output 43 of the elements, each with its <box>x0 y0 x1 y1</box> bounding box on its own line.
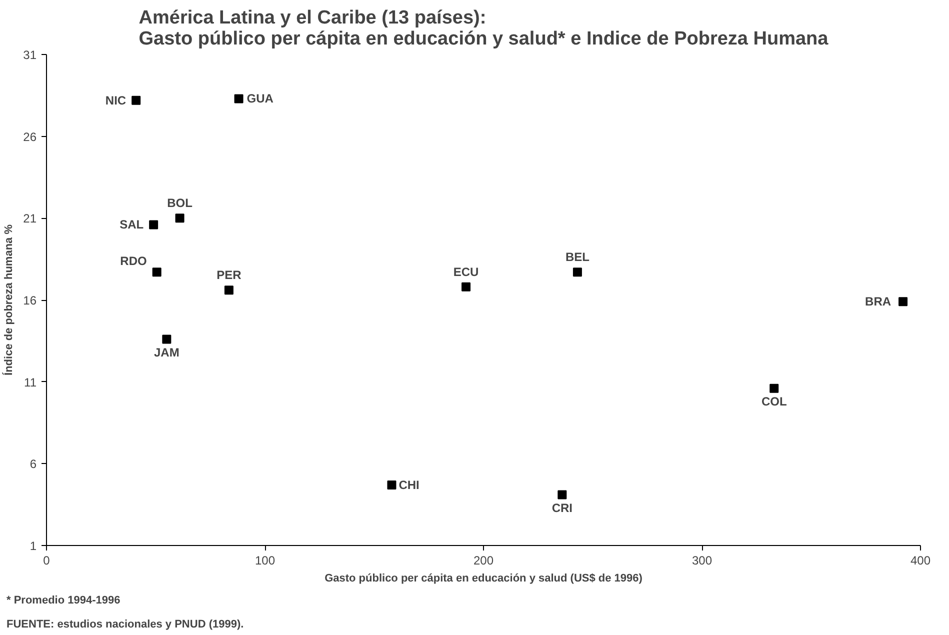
y-tick-label: 16 <box>23 294 37 308</box>
x-axis-title: Gasto público per cápita en educación y salud (US$ de 1996) <box>324 572 643 584</box>
annotation: BOL <box>167 196 192 210</box>
point <box>462 282 471 292</box>
point <box>149 220 158 230</box>
annotation: BEL <box>565 250 590 264</box>
point <box>152 268 162 277</box>
annotation: CHI <box>398 478 420 492</box>
annotation: BRA <box>865 294 892 309</box>
point <box>132 96 141 105</box>
y-tick-label: 31 <box>23 48 37 62</box>
x-tick-label: 100 <box>254 554 276 568</box>
annotation: SAL <box>120 218 144 232</box>
annotation: NIC <box>105 93 126 108</box>
point <box>162 334 172 344</box>
y-axis-title: Índice de pobreza humana % <box>2 224 16 376</box>
point <box>770 384 779 393</box>
point <box>387 480 396 490</box>
y-tick-label: 6 <box>30 457 37 472</box>
chart-title: América Latina y el Caribe (13 países): Gasto público per cápita en educación y salud* e Indice de Pobreza Humana <box>138 8 829 50</box>
text: * Promedio 1994-1996 <box>6 594 120 606</box>
point <box>558 490 567 500</box>
x-tick-label: 400 <box>910 554 931 568</box>
y-tick-label: 26 <box>23 130 37 144</box>
point <box>175 214 184 223</box>
y-tick-label: 21 <box>23 212 37 226</box>
y-tick-label: 11 <box>24 375 37 390</box>
annotation: ECU <box>453 264 479 279</box>
point <box>898 297 908 306</box>
annotation: JAM <box>154 345 180 360</box>
x-tick-label: 300 <box>692 554 712 568</box>
annotation: GUA <box>246 92 274 106</box>
annotation: PER <box>216 268 242 282</box>
point <box>234 94 244 104</box>
annotation: CRI <box>552 500 572 515</box>
y-tick-label: 1 <box>30 539 37 553</box>
x-tick-label: 200 <box>473 554 494 568</box>
annotation: COL <box>761 394 787 408</box>
point <box>572 268 582 277</box>
source-note: FUENTE: estudios nacionales y PNUD (1999). <box>6 618 244 630</box>
point <box>224 286 234 295</box>
annotation: RDO <box>120 254 147 268</box>
x-tick-label: 0 <box>43 554 50 568</box>
